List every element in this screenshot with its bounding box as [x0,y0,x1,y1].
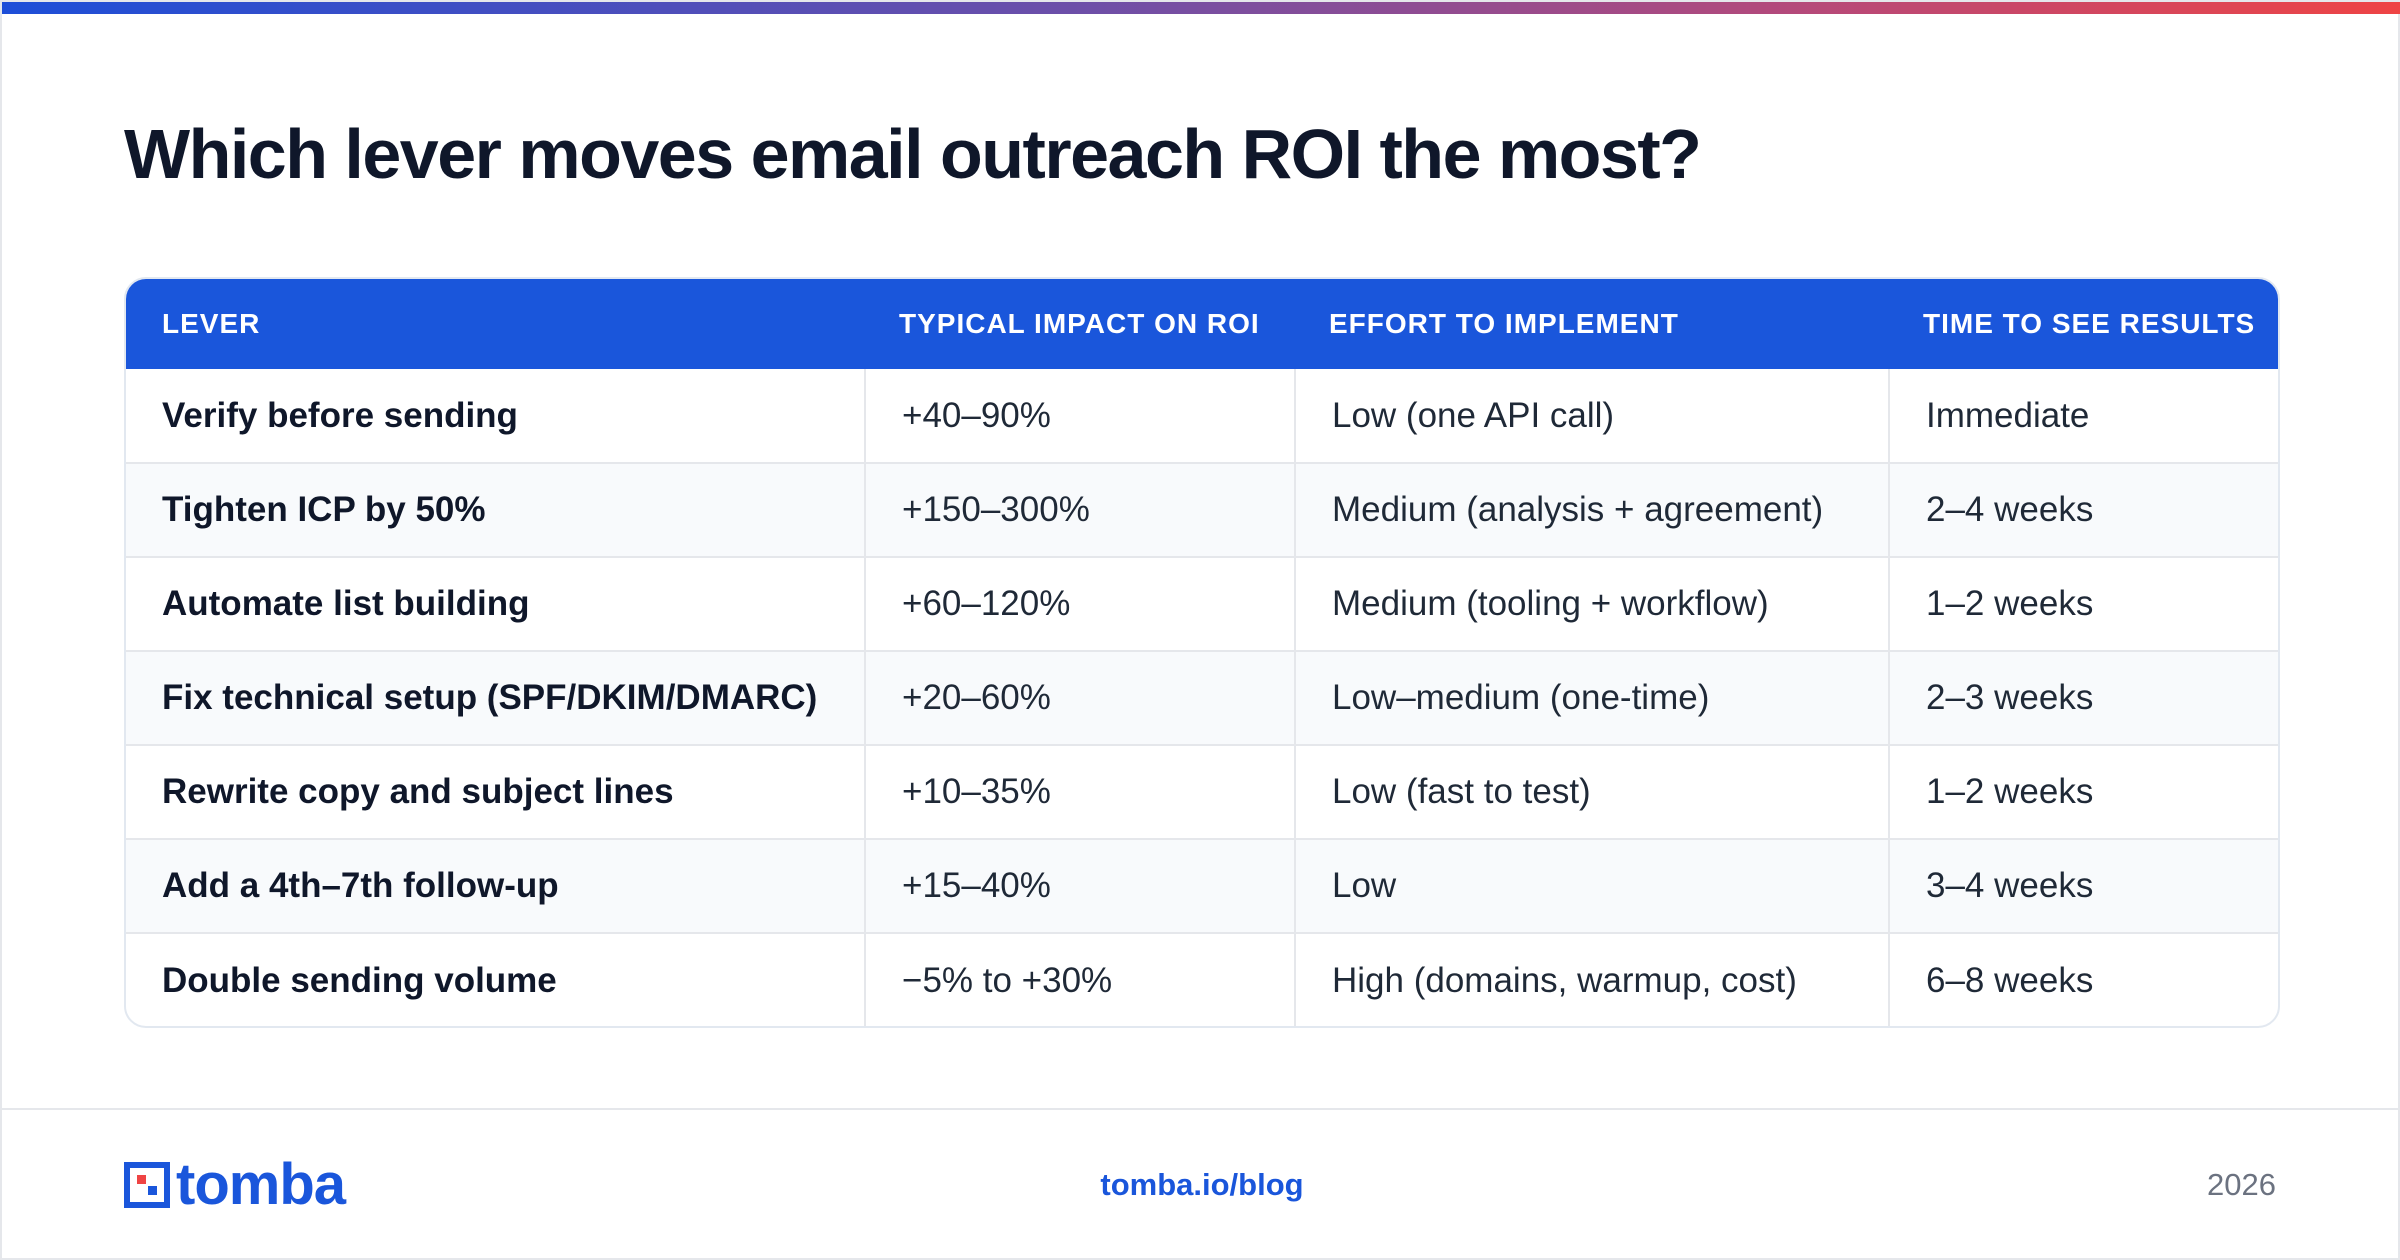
top-gradient-bar [2,2,2400,14]
effort-cell: Low (fast to test) [1294,744,1889,839]
blog-url-link[interactable]: tomba.io/blog [1100,1167,1304,1202]
header-effort: EFFORT TO IMPLEMENT [1329,308,1679,339]
time-cell: 2–3 weeks [1888,650,2278,745]
footer-divider [2,1108,2400,1110]
table-header: LEVER TYPICAL IMPACT ON ROI EFFORT TO IM… [126,279,2278,369]
time-cell: 6–8 weeks [1888,932,2278,1026]
impact-cell: −5% to +30% [864,932,1295,1026]
table-row: Automate list building +60–120% Medium (… [126,556,2278,651]
table-body: Verify before sending +40–90% Low (one A… [126,369,2278,1026]
roi-table-container: LEVER TYPICAL IMPACT ON ROI EFFORT TO IM… [124,277,2280,1028]
effort-cell: Low–medium (one-time) [1294,650,1889,745]
lever-cell: Verify before sending [162,395,518,435]
table-row: Fix technical setup (SPF/DKIM/DMARC) +20… [126,650,2278,745]
impact-cell: +40–90% [864,369,1295,463]
lever-cell: Double sending volume [126,932,865,1026]
footer-year: 2026 [2207,1167,2276,1202]
impact-cell: +150–300% [864,462,1295,557]
time-cell: 1–2 weeks [1888,744,2278,839]
table-row: Add a 4th–7th follow-up +15–40% Low 3–4 … [126,838,2278,933]
lever-cell: Fix technical setup (SPF/DKIM/DMARC) [126,650,865,745]
lever-cell: Automate list building [126,556,865,651]
impact-cell: +15–40% [864,838,1295,933]
tomba-logo-icon [124,1162,170,1208]
impact-cell: +60–120% [864,556,1295,651]
impact-cell: +10–35% [864,744,1295,839]
header-lever: LEVER [162,308,261,339]
header-time: TIME TO SEE RESULTS [1923,308,2256,339]
page-title: Which lever moves email outreach ROI the… [124,115,1702,193]
table-row: Double sending volume −5% to +30% High (… [126,932,2278,1026]
lever-cell: Tighten ICP by 50% [126,462,865,557]
lever-cell: Add a 4th–7th follow-up [126,838,865,933]
effort-cell: Medium (tooling + workflow) [1294,556,1889,651]
effort-cell: Medium (analysis + agreement) [1294,462,1889,557]
lever-cell: Rewrite copy and subject lines [126,744,865,839]
header-row: LEVER TYPICAL IMPACT ON ROI EFFORT TO IM… [126,279,2278,369]
roi-table: LEVER TYPICAL IMPACT ON ROI EFFORT TO IM… [126,279,2278,1026]
effort-cell: Low [1294,838,1889,933]
time-cell: 2–4 weeks [1888,462,2278,557]
effort-cell: Low (one API call) [1294,369,1889,463]
impact-cell: +20–60% [864,650,1295,745]
time-cell: 1–2 weeks [1888,556,2278,651]
header-impact: TYPICAL IMPACT ON ROI [899,308,1260,339]
tomba-logo[interactable]: tomba [124,1152,346,1217]
time-cell: 3–4 weeks [1888,838,2278,933]
time-cell: Immediate [1888,369,2278,463]
logo-wordmark: tomba [176,1152,346,1217]
table-row: Verify before sending +40–90% Low (one A… [126,369,2278,463]
effort-cell: High (domains, warmup, cost) [1294,932,1889,1026]
table-row: Tighten ICP by 50% +150–300% Medium (ana… [126,462,2278,557]
table-row: Rewrite copy and subject lines +10–35% L… [126,744,2278,839]
